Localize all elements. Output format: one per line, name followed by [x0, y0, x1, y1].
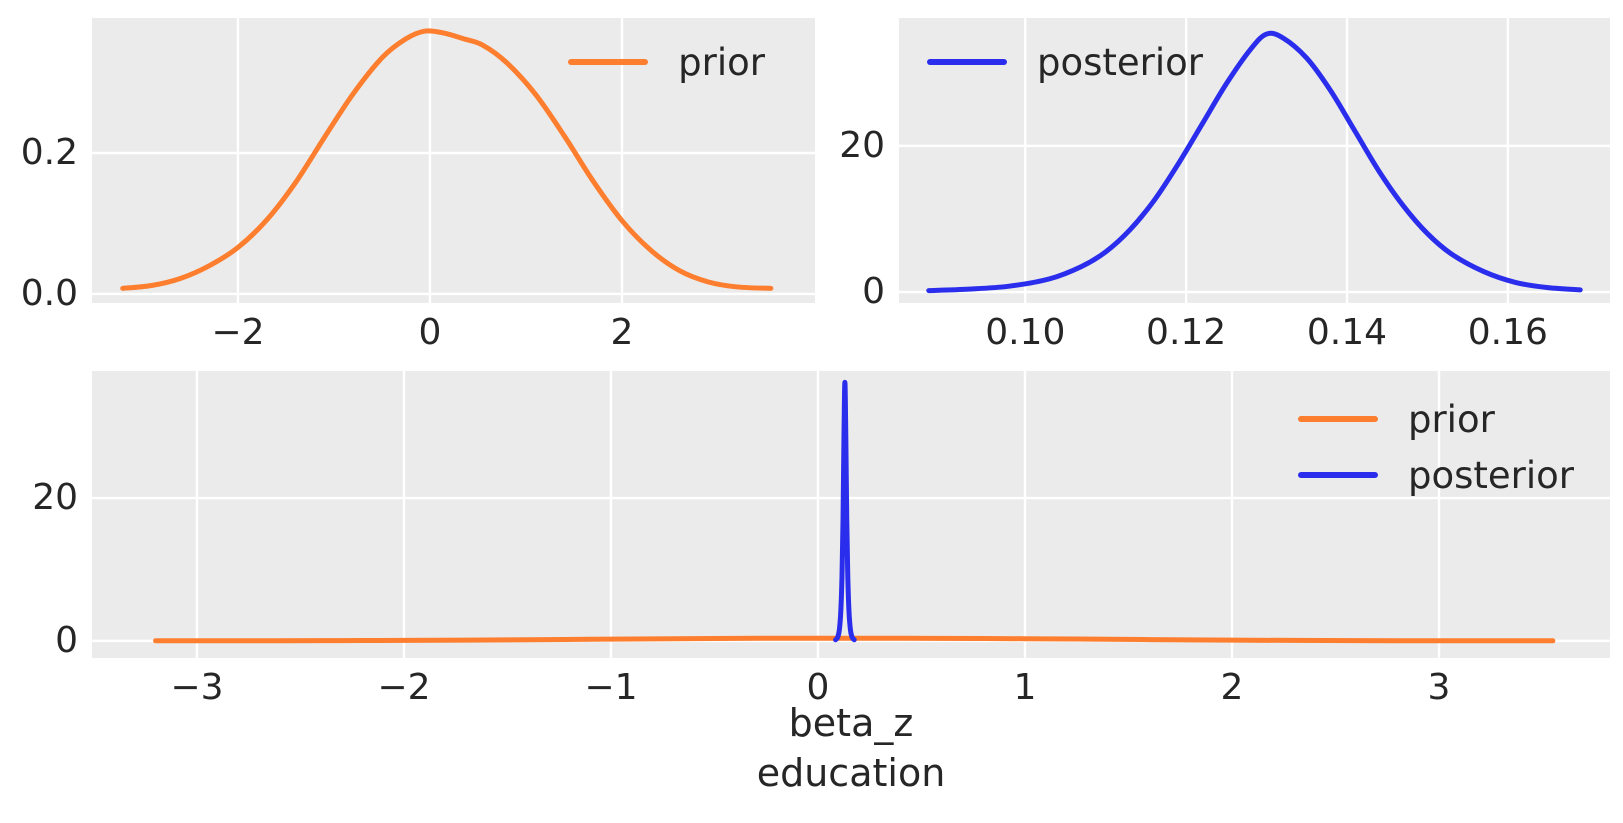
x-tick-label: 2: [1220, 667, 1244, 708]
prior-curve: [120, 28, 774, 291]
prior-legend-line-icon: [568, 59, 649, 65]
y-tick-label: 0.0: [20, 272, 78, 314]
posterior-curve: [926, 30, 1583, 294]
x-tick-label: −2: [211, 312, 265, 353]
x-axis-label-line2: education: [756, 751, 946, 795]
panel-prior: prior: [92, 18, 815, 303]
x-tick-label: 0: [418, 312, 442, 353]
posterior-curve: [833, 379, 857, 643]
axes-background: [899, 18, 1610, 303]
x-tick-label: 1: [1013, 667, 1037, 708]
legend-label: prior: [678, 40, 765, 84]
x-tick-label: −2: [377, 667, 431, 708]
prior-curve: [153, 635, 1556, 644]
y-tick-label: 20: [839, 124, 885, 166]
legend-entry-posterior: posterior: [927, 34, 1203, 90]
x-tick-label: −3: [170, 667, 224, 708]
x-tick-label: 3: [1427, 667, 1451, 708]
legend: prior posterior: [1297, 391, 1574, 503]
legend-label: prior: [1407, 397, 1495, 441]
y-tick-label: 0: [862, 271, 885, 313]
posterior-marginal-plot-area: [899, 18, 1610, 303]
y-tick-label: 0: [55, 619, 78, 661]
legend-label: posterior: [1037, 40, 1204, 84]
x-tick-label: 0.14: [1306, 312, 1388, 353]
axes-background: [92, 18, 815, 303]
x-tick-label: 0.10: [985, 312, 1066, 353]
prior-legend-line-icon: [1297, 416, 1378, 422]
legend-entry-prior: prior: [1297, 391, 1574, 447]
legend: prior: [568, 34, 765, 90]
posterior-legend-line-icon: [927, 59, 1007, 65]
legend-entry-prior: prior: [568, 34, 765, 90]
x-tick-label: 2: [610, 312, 634, 353]
panel-posterior: posterior: [899, 18, 1610, 303]
prior-marginal-plot-area: [92, 18, 815, 303]
x-axis-label-line1: beta_z: [788, 701, 914, 745]
legend: posterior: [927, 34, 1203, 90]
x-tick-label: 0: [806, 667, 830, 708]
legend-entry-posterior: posterior: [1297, 447, 1574, 503]
panel-prior-posterior: prior posterior: [92, 371, 1610, 658]
y-tick-label: 20: [32, 477, 78, 519]
x-axis-label: beta_z education: [92, 698, 1610, 798]
x-tick-label: 0.16: [1467, 312, 1548, 353]
x-tick-label: −1: [584, 667, 638, 708]
legend-label: posterior: [1407, 453, 1574, 497]
posterior-legend-line-icon: [1297, 472, 1378, 478]
x-tick-label: 0.12: [1146, 312, 1227, 353]
y-tick-label: 0.2: [20, 131, 78, 173]
